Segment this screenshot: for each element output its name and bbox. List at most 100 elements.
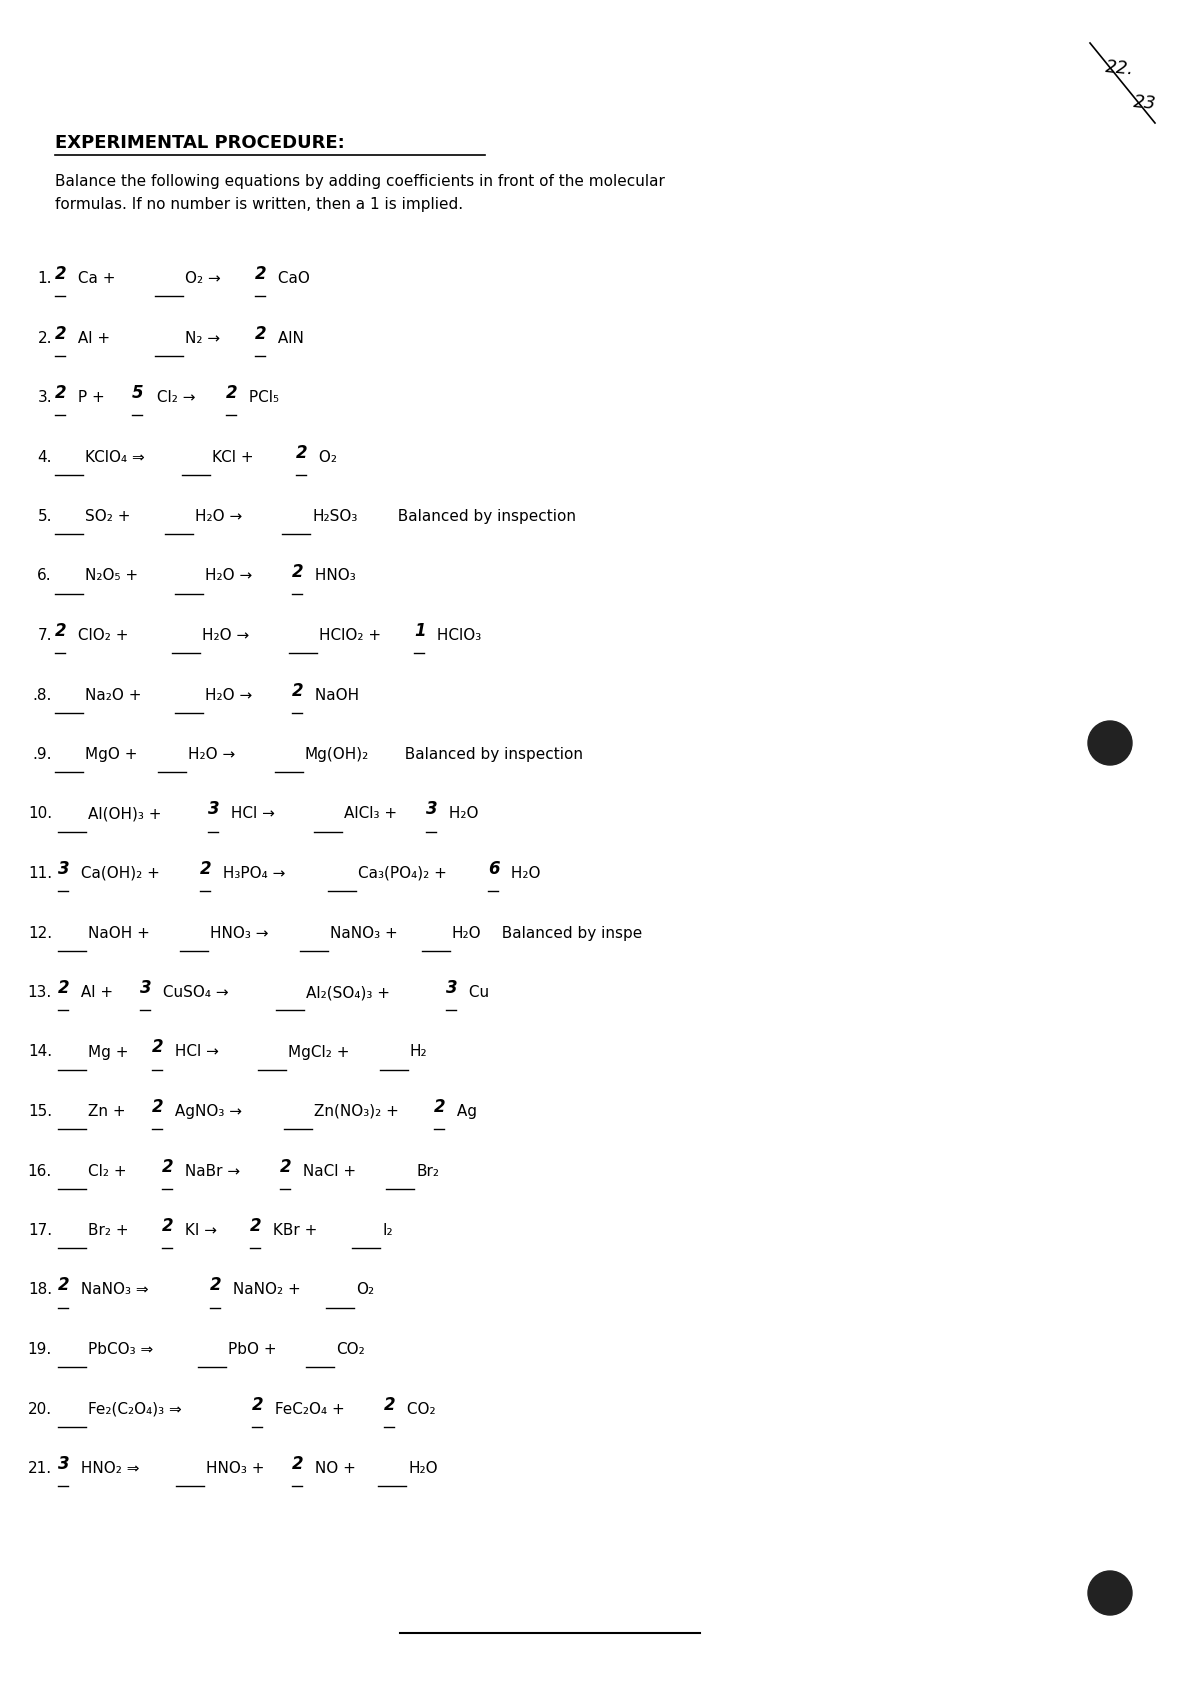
Text: H₂O →: H₂O → [205, 688, 252, 703]
Text: KClO₄ ⇒: KClO₄ ⇒ [85, 450, 145, 465]
Text: 2: 2 [292, 681, 304, 700]
Text: 2: 2 [252, 1396, 264, 1413]
Text: CuSO₄ →: CuSO₄ → [158, 985, 229, 1000]
Text: 2: 2 [55, 621, 67, 640]
Text: MgCl₂ +: MgCl₂ + [288, 1044, 349, 1060]
Text: 2: 2 [226, 384, 238, 402]
Text: 2: 2 [152, 1039, 163, 1056]
Text: 12.: 12. [28, 925, 52, 941]
Text: 21.: 21. [28, 1460, 52, 1476]
Text: KBr +: KBr + [268, 1223, 317, 1238]
Text: N₂ →: N₂ → [185, 331, 220, 345]
Text: NaNO₂ +: NaNO₂ + [228, 1282, 301, 1297]
Text: Mg(OH)₂: Mg(OH)₂ [305, 747, 370, 762]
Text: 2: 2 [152, 1099, 163, 1116]
Text: Ag: Ag [452, 1104, 476, 1119]
Text: H₂: H₂ [410, 1044, 427, 1060]
Text: 2: 2 [254, 324, 266, 343]
Text: H₂O →: H₂O → [188, 747, 235, 762]
Text: PbO +: PbO + [228, 1341, 277, 1357]
Text: 3: 3 [58, 859, 70, 878]
Text: PCl₅: PCl₅ [244, 391, 278, 406]
Text: 2: 2 [55, 265, 67, 284]
Text: 10.: 10. [28, 807, 52, 822]
Text: Br₂: Br₂ [416, 1163, 439, 1178]
Text: 2: 2 [200, 859, 211, 878]
Text: 2: 2 [162, 1217, 174, 1234]
Text: EXPERIMENTAL PROCEDURE:: EXPERIMENTAL PROCEDURE: [55, 134, 344, 153]
Text: KI →: KI → [180, 1223, 217, 1238]
Text: 3: 3 [208, 800, 220, 818]
Text: 2: 2 [384, 1396, 396, 1413]
Text: 1.: 1. [37, 272, 52, 285]
Text: Na₂O +: Na₂O + [85, 688, 142, 703]
Text: .9.: .9. [32, 747, 52, 762]
Text: 2: 2 [280, 1158, 292, 1175]
Text: 2: 2 [55, 384, 67, 402]
Text: 2: 2 [58, 980, 70, 997]
Text: 2: 2 [296, 443, 307, 462]
Text: 4.: 4. [37, 450, 52, 465]
Text: HNO₂ ⇒: HNO₂ ⇒ [76, 1460, 139, 1476]
Text: H₃PO₄ →: H₃PO₄ → [218, 866, 286, 881]
Text: HCl →: HCl → [226, 807, 275, 822]
Text: ClO₂ +: ClO₂ + [73, 628, 128, 644]
Text: H₂SO₃: H₂SO₃ [312, 509, 358, 525]
Text: 3: 3 [58, 1455, 70, 1472]
Text: Al +: Al + [73, 331, 110, 345]
Text: Ca +: Ca + [73, 272, 115, 285]
Text: I₂: I₂ [382, 1223, 392, 1238]
Text: 3.: 3. [37, 391, 52, 406]
Text: 2: 2 [434, 1099, 445, 1116]
Text: MgO +: MgO + [85, 747, 138, 762]
Text: O₂ →: O₂ → [185, 272, 221, 285]
Text: Balanced by inspe: Balanced by inspe [492, 925, 642, 941]
Text: 14.: 14. [28, 1044, 52, 1060]
Text: 2: 2 [250, 1217, 262, 1234]
Text: Cu: Cu [464, 985, 490, 1000]
Text: Fe₂(C₂O₄)₃ ⇒: Fe₂(C₂O₄)₃ ⇒ [88, 1401, 181, 1416]
Text: .8.: .8. [32, 688, 52, 703]
Text: HNO₃ →: HNO₃ → [210, 925, 269, 941]
Text: 23: 23 [1133, 93, 1157, 114]
Text: Mg +: Mg + [88, 1044, 128, 1060]
Text: CO₂: CO₂ [402, 1401, 436, 1416]
Text: Balance the following equations by adding coefficients in front of the molecular: Balance the following equations by addin… [55, 175, 665, 212]
Text: 3: 3 [426, 800, 438, 818]
Text: CaO: CaO [274, 272, 310, 285]
Text: KCl +: KCl + [212, 450, 253, 465]
Text: 2: 2 [162, 1158, 174, 1175]
Text: 5.: 5. [37, 509, 52, 525]
Text: 6: 6 [488, 859, 499, 878]
Text: Al +: Al + [76, 985, 113, 1000]
Text: Al₂(SO₄)₃ +: Al₂(SO₄)₃ + [306, 985, 390, 1000]
Text: Ca₃(PO₄)₂ +: Ca₃(PO₄)₂ + [358, 866, 446, 881]
Text: H₂O: H₂O [408, 1460, 438, 1476]
Text: 2: 2 [55, 324, 67, 343]
Text: FeC₂O₄ +: FeC₂O₄ + [270, 1401, 344, 1416]
Text: NaCl +: NaCl + [298, 1163, 356, 1178]
Text: NaNO₃ ⇒: NaNO₃ ⇒ [76, 1282, 149, 1297]
Text: HCl →: HCl → [170, 1044, 218, 1060]
Text: 22.: 22. [1105, 58, 1135, 78]
Text: Ca(OH)₂ +: Ca(OH)₂ + [76, 866, 160, 881]
Text: H₂O: H₂O [444, 807, 479, 822]
Text: 18.: 18. [28, 1282, 52, 1297]
Text: 2: 2 [58, 1277, 70, 1294]
Text: HClO₂ +: HClO₂ + [319, 628, 382, 644]
Text: 2: 2 [292, 562, 304, 581]
Text: H₂O →: H₂O → [202, 628, 250, 644]
Text: HNO₃ +: HNO₃ + [206, 1460, 264, 1476]
Text: Br₂ +: Br₂ + [88, 1223, 128, 1238]
Text: 7.: 7. [37, 628, 52, 644]
Text: NaOH +: NaOH + [88, 925, 150, 941]
Text: 5: 5 [132, 384, 144, 402]
Text: Balanced by inspection: Balanced by inspection [395, 747, 583, 762]
Circle shape [1088, 722, 1132, 766]
Text: O₂: O₂ [314, 450, 337, 465]
Text: 2: 2 [210, 1277, 222, 1294]
Text: 17.: 17. [28, 1223, 52, 1238]
Text: CO₂: CO₂ [336, 1341, 365, 1357]
Text: 2.: 2. [37, 331, 52, 345]
Text: 2: 2 [292, 1455, 304, 1472]
